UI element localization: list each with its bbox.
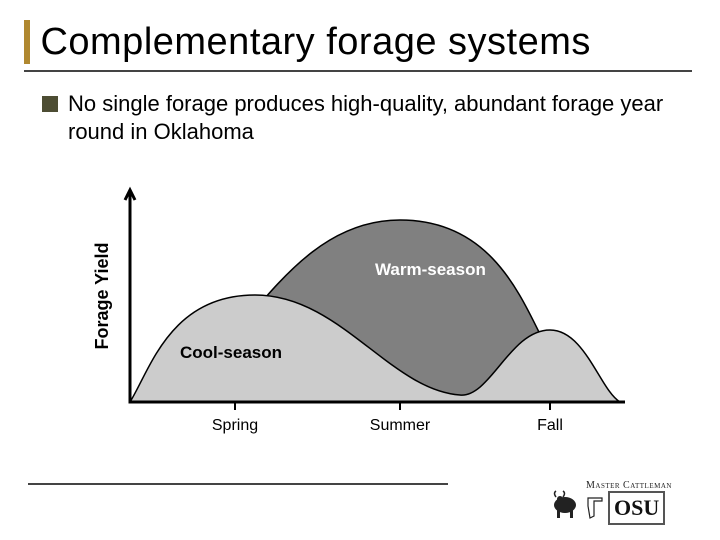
oklahoma-outline-icon bbox=[586, 496, 604, 520]
series-label-warm-season: Warm-season bbox=[375, 260, 486, 279]
chart-svg: Spring Summer Fall Forage Yield Warm-season C… bbox=[80, 180, 640, 450]
title-accent-bar bbox=[24, 20, 30, 64]
slide: Complementary forage systems No single f… bbox=[0, 0, 720, 540]
x-tick-label: Fall bbox=[537, 417, 563, 434]
title-container: Complementary forage systems bbox=[24, 20, 692, 72]
logo: Master Cattleman OSU bbox=[550, 478, 700, 526]
y-axis-label: Forage Yield bbox=[92, 242, 112, 349]
footer-rule bbox=[28, 483, 448, 485]
slide-title: Complementary forage systems bbox=[40, 21, 590, 64]
bullet-row: No single forage produces high-quality, … bbox=[28, 90, 692, 145]
x-tick-label: Spring bbox=[212, 417, 258, 434]
x-tick-label: Summer bbox=[370, 417, 431, 434]
cow-icon bbox=[550, 485, 580, 519]
bullet-icon bbox=[42, 96, 58, 112]
series-label-cool-season: Cool-season bbox=[180, 343, 282, 362]
logo-text-block: Master Cattleman OSU bbox=[586, 480, 672, 525]
osu-wordmark: OSU bbox=[608, 491, 665, 525]
logo-smallcaps: Master Cattleman bbox=[586, 480, 672, 491]
bullet-text: No single forage produces high-quality, … bbox=[68, 90, 692, 145]
forage-yield-chart: Spring Summer Fall Forage Yield Warm-season C… bbox=[80, 180, 640, 450]
